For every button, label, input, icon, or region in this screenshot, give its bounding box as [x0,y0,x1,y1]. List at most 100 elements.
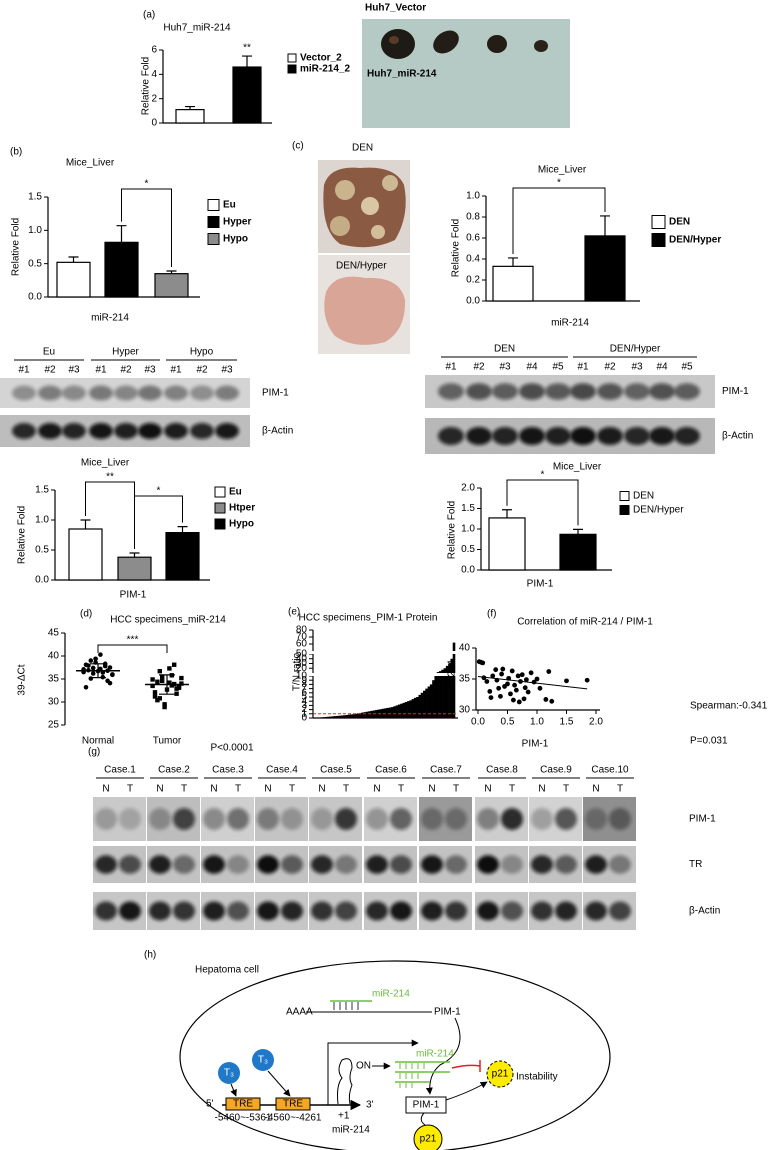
y-tick-label: 0 [301,713,307,724]
y-tick-label: 1.0 [28,225,42,236]
blot-band [585,901,607,921]
legend-label: Vector_2 [300,53,342,64]
trend-line [477,676,588,690]
bar [397,704,401,718]
lane-label: N [210,784,217,795]
point [523,677,529,683]
y-tick-label: 35 [48,674,60,685]
lane-label: N [538,784,545,795]
blot-row-label: β-Actin [262,426,293,437]
y-tick-label: 0.5 [28,258,42,269]
bar [445,665,449,718]
blot-band [555,808,577,830]
liver [324,276,406,345]
chart-title: Mice_Liver [81,458,130,469]
x-tick-label: miR-214 [91,313,129,324]
point [546,669,552,674]
point [525,689,531,695]
dot [160,678,165,684]
five-prime: 5' [206,1099,214,1110]
panel-label: (f) [487,609,496,620]
bar [356,713,360,718]
blot-band [215,423,239,439]
lane-label: #2 [120,365,132,376]
blot-band [203,901,225,921]
blot-band [62,385,86,401]
point [528,670,534,676]
y-tick-label: 0.6 [466,233,480,244]
blot-band [227,855,249,874]
y-tick-label: 6 [301,687,307,698]
bar [418,694,422,718]
blot-band [227,901,249,921]
bar [327,716,330,718]
y-tick-label: 0 [151,118,157,129]
significance-bracket [506,479,579,526]
legend-swatch [207,216,220,228]
bar [450,658,454,718]
bar [359,712,362,718]
error-bar [68,256,79,263]
error-bar [242,55,252,68]
lane-label: #3 [631,362,643,373]
bar [68,528,103,581]
blot-band [12,423,36,439]
blot-band [366,901,388,921]
y-tick-label: 10 [296,671,308,682]
blot-band [173,901,195,921]
group-label: DEN/Hyper [610,344,661,355]
error-bar [80,519,91,529]
panel-label: (b) [10,147,22,158]
group-label: Eu [43,347,55,358]
point [509,668,515,674]
blot-band [609,855,631,874]
case-label: Case.1 [104,765,136,776]
point [521,696,527,702]
point [505,681,510,687]
base-pairs [333,1002,359,1010]
y-tick-label: 1.5 [461,503,475,514]
blot-band [477,808,499,830]
point [493,667,499,673]
lane-label: #1 [95,365,107,376]
blot-row-label: TR [689,859,702,870]
dot [167,680,172,685]
y-axis-label: miR-214 [447,660,458,698]
sd-bar [90,663,106,679]
blot-band [624,383,650,400]
inhibition [451,1060,481,1072]
bar [165,531,200,581]
case-label: Case.4 [266,765,298,776]
mirna-label: miR-214 [372,989,410,1000]
blot-band [531,901,553,921]
tre-label: TRE [283,1099,303,1110]
lane-label: #1 [170,365,182,376]
blot-band [164,385,188,401]
bar [384,708,387,718]
bar [402,702,406,718]
blot-band [311,901,333,921]
lane-label: #4 [656,362,668,373]
blot-band [674,427,700,445]
y-tick-label: 7 [301,683,307,694]
mrna-target: PIM-1 [434,1007,461,1018]
photo-tumors: Huh7_Vector Huh7_miR-214 [362,3,570,128]
point [500,666,506,672]
tumor-highlight [389,36,399,44]
y-tick-label: 1.0 [466,191,480,202]
error-bar [600,215,610,236]
blot-band [149,808,171,830]
nodule [335,180,355,200]
bar [423,690,426,718]
point [512,682,517,688]
x-tick-label: Normal [82,736,114,747]
blot-band [366,808,388,830]
y-tick-label: 80 [296,625,308,636]
chart-title: HCC specimens_PIM-1 Protein [299,613,438,624]
bar [393,706,396,718]
dot [157,668,162,674]
arrow [445,1081,488,1101]
tre-box [225,1097,261,1111]
arrow [425,1017,461,1095]
